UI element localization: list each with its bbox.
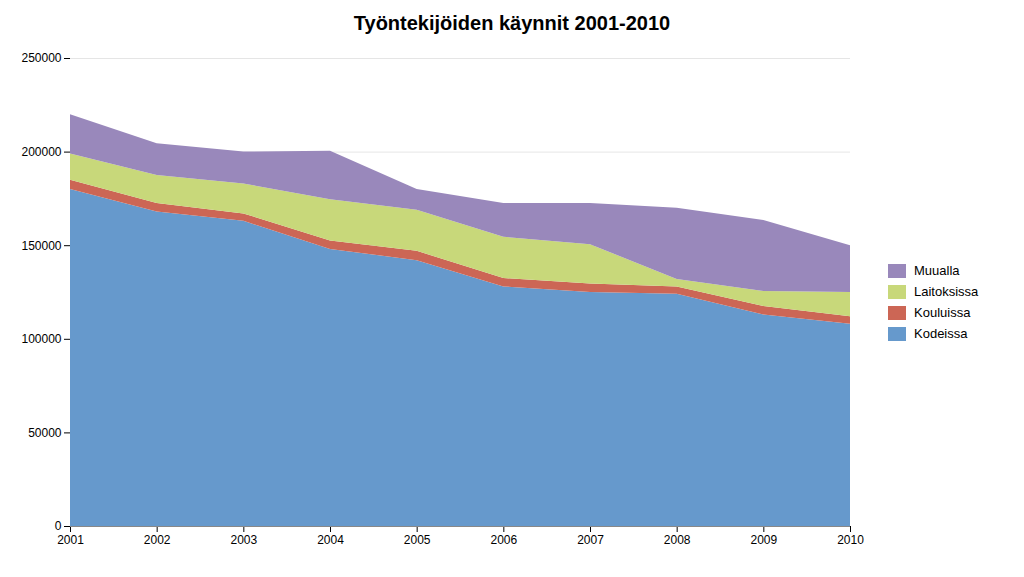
svg-text:2010: 2010 — [837, 533, 864, 547]
svg-text:150000: 150000 — [21, 239, 61, 253]
svg-text:2001: 2001 — [57, 533, 84, 547]
html-text:Kouluissa: Kouluissa — [914, 305, 971, 320]
svg-text:2007: 2007 — [577, 533, 604, 547]
svg-text:100000: 100000 — [21, 332, 61, 346]
svg-text:2003: 2003 — [230, 533, 257, 547]
svg-text:2002: 2002 — [144, 533, 171, 547]
svg-text:2008: 2008 — [664, 533, 691, 547]
svg-text:50000: 50000 — [28, 426, 62, 440]
svg-text:2006: 2006 — [490, 533, 517, 547]
svg-text:200000: 200000 — [21, 145, 61, 159]
html-text:Muualla: Muualla — [914, 263, 960, 278]
html-text:Työntekijöiden käynnit 2001-20: Työntekijöiden käynnit 2001-2010 — [353, 12, 671, 34]
html-text:Kodeissa: Kodeissa — [914, 326, 968, 341]
svg-text:2004: 2004 — [317, 533, 344, 547]
svg-text:2005: 2005 — [404, 533, 431, 547]
svg-text:2009: 2009 — [750, 533, 777, 547]
svg-text:0: 0 — [55, 519, 62, 533]
html-text:Laitoksissa: Laitoksissa — [914, 284, 979, 299]
svg-text:250000: 250000 — [21, 51, 61, 65]
